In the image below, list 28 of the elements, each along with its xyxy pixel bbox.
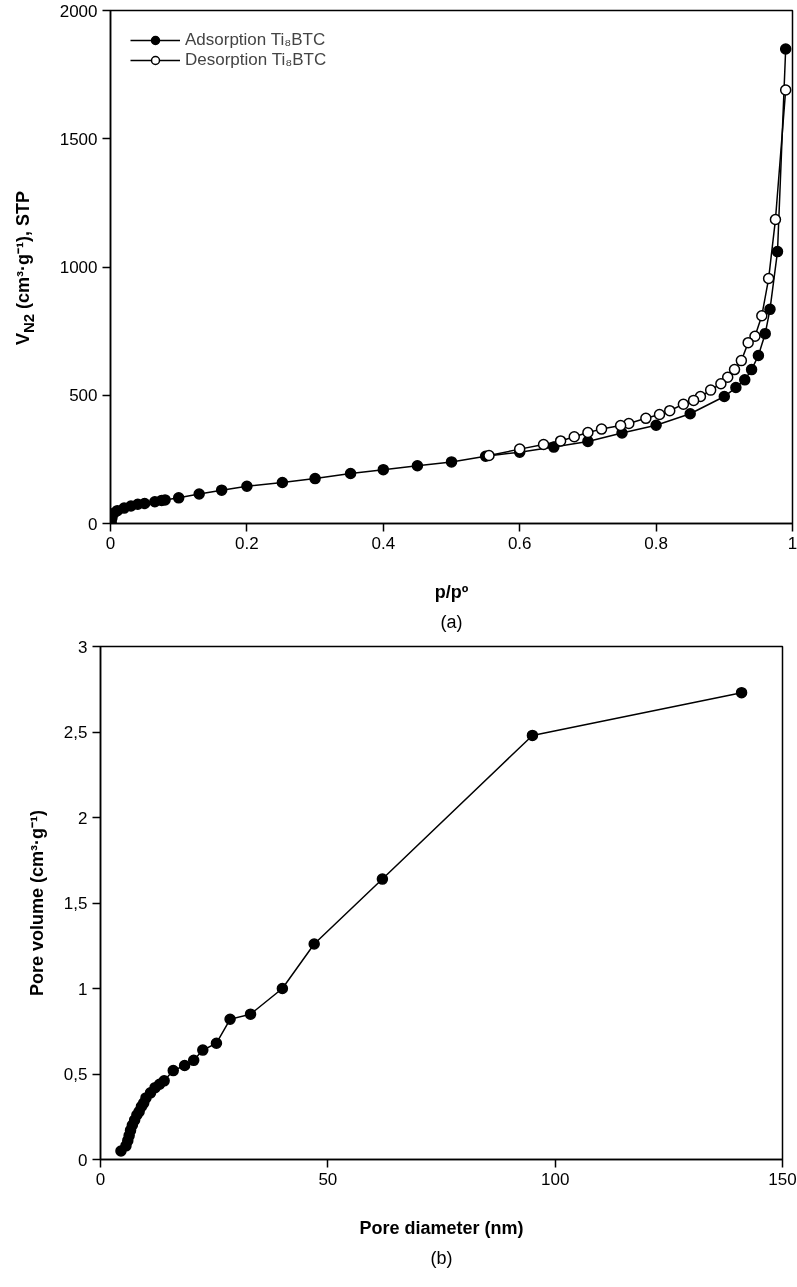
x-tick-label: 1 bbox=[787, 533, 797, 553]
x-axis-title: p/pº bbox=[434, 581, 469, 602]
y-tick-label: 0 bbox=[88, 514, 98, 534]
y-tick-label: 1,5 bbox=[63, 894, 88, 913]
x-axis-title: Pore diameter (nm) bbox=[359, 1217, 524, 1238]
y-tick-label: 500 bbox=[69, 386, 98, 406]
y-tick-label: 1500 bbox=[59, 129, 98, 149]
x-tick-label: 0.8 bbox=[644, 533, 668, 553]
x-tick-label: 0.6 bbox=[507, 533, 532, 553]
x-tick-label: 100 bbox=[540, 1169, 570, 1189]
y-tick-label: 2 bbox=[78, 808, 88, 828]
legend-label: Adsorption Ti₈BTC bbox=[185, 30, 326, 50]
y-tick-label: 2,5 bbox=[63, 723, 88, 742]
x-tick-label: 0 bbox=[105, 533, 116, 553]
legend-label: Desorption Ti₈BTC bbox=[185, 50, 327, 70]
y-tick-label: 1000 bbox=[59, 258, 98, 277]
x-tick-label: 50 bbox=[318, 1169, 338, 1189]
y-tick-label: 2000 bbox=[59, 1, 98, 21]
y-axis-title: Pore volume (cm³·g⁻¹) bbox=[26, 809, 47, 997]
y-tick-label: 0 bbox=[78, 1150, 88, 1170]
text: (a) bbox=[440, 611, 463, 632]
x-tick-label: 0.2 bbox=[235, 533, 259, 553]
y-tick-label: 1 bbox=[78, 979, 88, 999]
x-tick-label: 150 bbox=[768, 1169, 797, 1189]
y-tick-label: 3 bbox=[78, 637, 88, 657]
y-tick-label: 0,5 bbox=[63, 1065, 88, 1084]
text: (b) bbox=[430, 1247, 453, 1268]
x-tick-label: 0.4 bbox=[371, 533, 396, 553]
